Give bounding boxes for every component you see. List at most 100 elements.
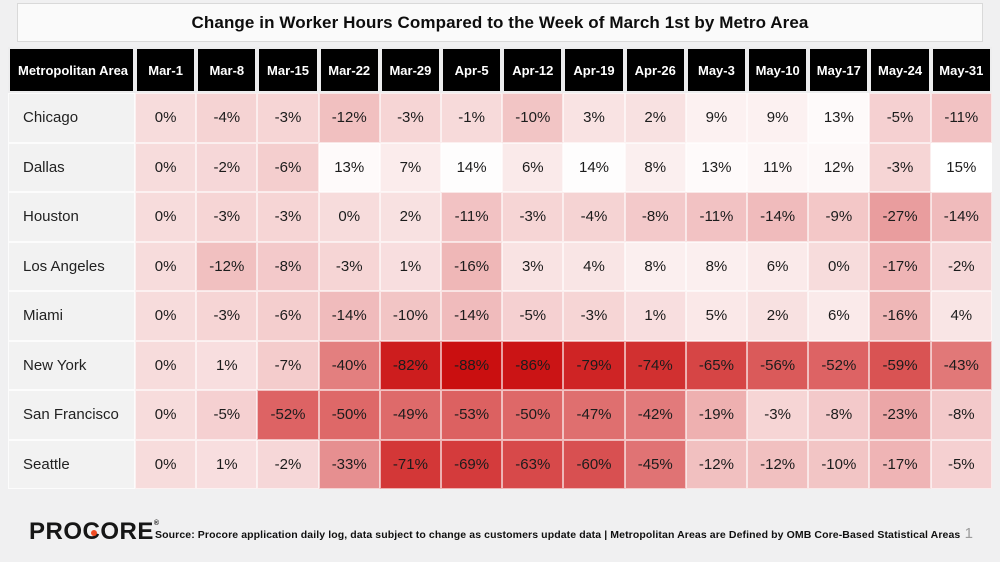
heatmap-value-cell: -4% xyxy=(196,93,258,143)
column-header-week: May-24 xyxy=(869,47,931,93)
table-row: Los Angeles 0% -12% -8% -3% 1% -16% 3% 4% 8% 8% 6% 0… xyxy=(8,241,992,291)
column-header-week: May-17 xyxy=(808,47,870,93)
heatmap-value-cell: -86% xyxy=(502,340,564,390)
heatmap-value-cell: -71% xyxy=(379,439,442,489)
heatmap-value-cell: -5% xyxy=(196,390,258,440)
title-box: Change in Worker Hours Compared to the W… xyxy=(17,3,983,42)
heatmap-value-cell: -3% xyxy=(196,192,258,242)
heatmap-value-cell: -47% xyxy=(563,390,625,440)
logo-orange-dot-icon xyxy=(91,530,98,536)
heatmap-value-cell: -5% xyxy=(869,93,931,143)
heatmap-value-cell: 6% xyxy=(502,142,564,192)
heatmap-value-cell: -5% xyxy=(930,439,992,489)
heatmap-value-cell: -3% xyxy=(747,390,809,440)
heatmap-value-cell: -17% xyxy=(869,241,931,291)
heatmap-value-cell: -3% xyxy=(379,93,442,143)
heatmap-value-cell: -3% xyxy=(257,192,319,242)
column-header-week: Apr-12 xyxy=(502,47,564,93)
heatmap-value-cell: -11% xyxy=(930,93,992,143)
heatmap-value-cell: -19% xyxy=(685,390,748,440)
heatmap-value-cell: 14% xyxy=(563,142,625,192)
heatmap-value-cell: 2% xyxy=(379,192,442,242)
column-header-week: Mar-8 xyxy=(196,47,258,93)
heatmap-value-cell: -3% xyxy=(869,142,931,192)
table-row: New York 0% 1% -7% -40% -82% -88% -86% -79% -74% -… xyxy=(8,340,992,390)
heatmap-value-cell: 1% xyxy=(196,439,258,489)
heatmap-value-cell: -3% xyxy=(196,291,258,341)
heatmap-value-cell: 0% xyxy=(135,390,197,440)
heatmap-value-cell: -52% xyxy=(257,390,319,440)
source-note: Source: Procore application daily log, d… xyxy=(155,529,961,541)
heatmap-value-cell: -63% xyxy=(502,439,564,489)
heatmap-value-cell: -2% xyxy=(257,439,319,489)
heatmap-value-cell: -10% xyxy=(808,439,870,489)
heatmap-value-cell: -11% xyxy=(441,192,503,242)
metro-area-label: Los Angeles xyxy=(8,241,135,291)
heatmap-value-cell: -56% xyxy=(747,340,809,390)
heatmap-value-cell: -45% xyxy=(624,439,686,489)
heatmap-value-cell: 9% xyxy=(747,93,809,143)
heatmap-value-cell: 13% xyxy=(318,142,380,192)
heatmap-value-cell: -16% xyxy=(441,241,503,291)
logo-text-post: ORE xyxy=(100,518,154,545)
column-header-week: May-31 xyxy=(930,47,992,93)
heatmap-value-cell: 13% xyxy=(685,142,748,192)
heatmap-value-cell: -65% xyxy=(685,340,748,390)
logo-text-pre: PRO xyxy=(29,518,83,545)
heatmap-value-cell: 0% xyxy=(135,142,197,192)
table-row: Chicago 0% -4% -3% -12% -3% -1% -10% 3% 2% 9% 9% 13%… xyxy=(8,93,992,143)
heatmap-value-cell: -1% xyxy=(441,93,503,143)
table-row: Dallas 0% -2% -6% 13% 7% 14% 6% 14% 8% 13% 11% 12% -3… xyxy=(8,142,992,192)
heatmap-value-cell: -2% xyxy=(930,241,992,291)
heatmap-value-cell: 0% xyxy=(135,241,197,291)
heatmap-value-cell: -4% xyxy=(563,192,625,242)
heatmap-value-cell: -59% xyxy=(869,340,931,390)
heatmap-value-cell: 0% xyxy=(135,439,197,489)
page-number: 1 xyxy=(964,525,973,542)
metro-area-label: Miami xyxy=(8,291,135,341)
heatmap-value-cell: -74% xyxy=(624,340,686,390)
column-header-week: May-10 xyxy=(747,47,809,93)
heatmap-value-cell: -40% xyxy=(318,340,380,390)
heatmap-value-cell: 0% xyxy=(135,291,197,341)
heatmap-value-cell: 0% xyxy=(808,241,870,291)
column-header-week: Apr-26 xyxy=(624,47,686,93)
heatmap-value-cell: 1% xyxy=(624,291,686,341)
heatmap-value-cell: -50% xyxy=(318,390,380,440)
heatmap-value-cell: 0% xyxy=(318,192,380,242)
heatmap-value-cell: -33% xyxy=(318,439,380,489)
heatmap-value-cell: 2% xyxy=(747,291,809,341)
table-row: San Francisco 0% -5% -52% -50% -49% -53% -50% -4… xyxy=(8,390,992,440)
heatmap-value-cell: -5% xyxy=(502,291,564,341)
heatmap-value-cell: 6% xyxy=(808,291,870,341)
heatmap-value-cell: -43% xyxy=(930,340,992,390)
heatmap-value-cell: 7% xyxy=(379,142,442,192)
heatmap-value-cell: -14% xyxy=(747,192,809,242)
heatmap-value-cell: 1% xyxy=(196,340,258,390)
heatmap-value-cell: -10% xyxy=(502,93,564,143)
footer: PROCORE® Source: Procore application dai… xyxy=(0,516,1000,548)
worker-hours-heatmap-table: Metropolitan Area Mar-1 Mar-8 Mar-15 Mar-22 M… xyxy=(8,47,992,489)
heatmap-value-cell: -23% xyxy=(869,390,931,440)
heatmap-value-cell: -52% xyxy=(808,340,870,390)
heatmap-value-cell: -12% xyxy=(196,241,258,291)
heatmap-value-cell: -14% xyxy=(930,192,992,242)
heatmap-value-cell: -10% xyxy=(379,291,442,341)
heatmap-value-cell: -3% xyxy=(563,291,625,341)
heatmap-value-cell: 15% xyxy=(930,142,992,192)
table-body: Chicago 0% -4% -3% -12% -3% -1% -10% 3% 2% 9% 9% 13%… xyxy=(8,93,992,489)
column-header-week: Mar-29 xyxy=(379,47,442,93)
heatmap-value-cell: -3% xyxy=(318,241,380,291)
heatmap-value-cell: 0% xyxy=(135,93,197,143)
heatmap-value-cell: 4% xyxy=(930,291,992,341)
heatmap-value-cell: -16% xyxy=(869,291,931,341)
column-header-week: Mar-1 xyxy=(135,47,197,93)
heatmap-value-cell: 8% xyxy=(624,142,686,192)
heatmap-value-cell: 0% xyxy=(135,192,197,242)
heatmap-value-cell: -79% xyxy=(563,340,625,390)
heatmap-value-cell: 0% xyxy=(135,340,197,390)
header-row: Metropolitan Area Mar-1 Mar-8 Mar-15 Mar-22 M… xyxy=(8,47,992,93)
heatmap-value-cell: -53% xyxy=(441,390,503,440)
metro-area-label: Houston xyxy=(8,192,135,242)
